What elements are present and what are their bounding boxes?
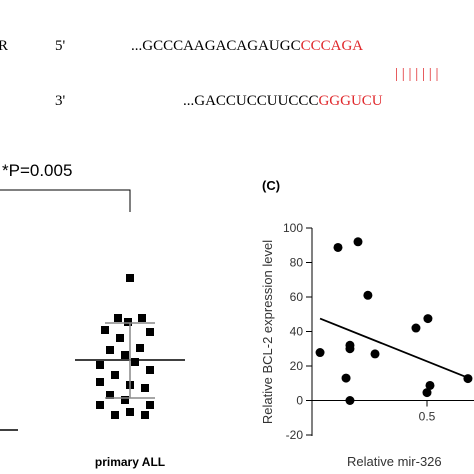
point — [345, 344, 355, 354]
dot — [114, 314, 122, 322]
x-tick-label: primary ALL — [95, 455, 165, 469]
dot — [106, 346, 114, 354]
point — [411, 323, 421, 333]
point — [333, 242, 343, 252]
dot — [146, 401, 154, 409]
point — [425, 380, 435, 390]
fit-line — [319, 317, 471, 380]
x-tick-label: 0.5 — [419, 410, 436, 424]
dot — [116, 334, 124, 342]
dot — [106, 391, 114, 399]
sequence: ...GACCUCCUUCCCGGGUCU — [183, 93, 383, 109]
dot — [96, 378, 104, 386]
prime: 3' — [55, 93, 66, 109]
point — [422, 388, 432, 398]
seq-black: ...GACCUCCUUCCC — [183, 93, 318, 109]
seq-red: CCCAGA — [301, 38, 364, 54]
y-tick-label: 60 — [290, 290, 304, 304]
dot — [141, 411, 149, 419]
prime: 5' — [55, 38, 66, 54]
seq-red: GGGUCU — [318, 93, 382, 109]
seq-black: ...GCCCAAGACAGAUGC — [131, 38, 301, 54]
point — [345, 396, 355, 405]
point — [423, 314, 433, 324]
y-tick-label: 0 — [296, 394, 303, 408]
y-axis-label: Relative BCL-2 expression level — [260, 240, 275, 424]
dot — [146, 366, 154, 374]
dot — [126, 274, 134, 282]
bracket — [0, 189, 131, 212]
y-tick-label: 100 — [283, 221, 303, 235]
annotation: *P=0.005 — [2, 161, 72, 180]
pairing: | | | | | | | — [395, 66, 439, 82]
panel-label: (C) — [262, 178, 280, 193]
x-axis-label: Relative mir-326 — [347, 454, 442, 469]
y-tick-label: -20 — [286, 428, 304, 442]
point — [363, 290, 373, 300]
dot — [126, 408, 134, 416]
dot — [96, 361, 104, 369]
point — [315, 348, 325, 358]
dot — [111, 411, 119, 419]
sequence: ...GCCCAAGACAGAUGCCCCAGA — [131, 38, 363, 54]
y-tick-label: 40 — [290, 325, 304, 339]
dot — [124, 318, 132, 326]
dot — [121, 351, 129, 359]
dot — [146, 328, 154, 336]
point — [341, 373, 351, 383]
dot — [136, 344, 144, 352]
dot — [138, 314, 146, 322]
seq-label: R — [0, 38, 8, 54]
point — [370, 349, 380, 359]
dot — [141, 384, 149, 392]
dot — [131, 358, 139, 366]
dot — [111, 371, 119, 379]
point — [353, 237, 363, 247]
dot — [101, 326, 109, 334]
dot — [121, 396, 129, 404]
dot — [96, 401, 104, 409]
y-tick-label: 80 — [290, 256, 304, 270]
y-tick-label: 20 — [290, 359, 304, 373]
